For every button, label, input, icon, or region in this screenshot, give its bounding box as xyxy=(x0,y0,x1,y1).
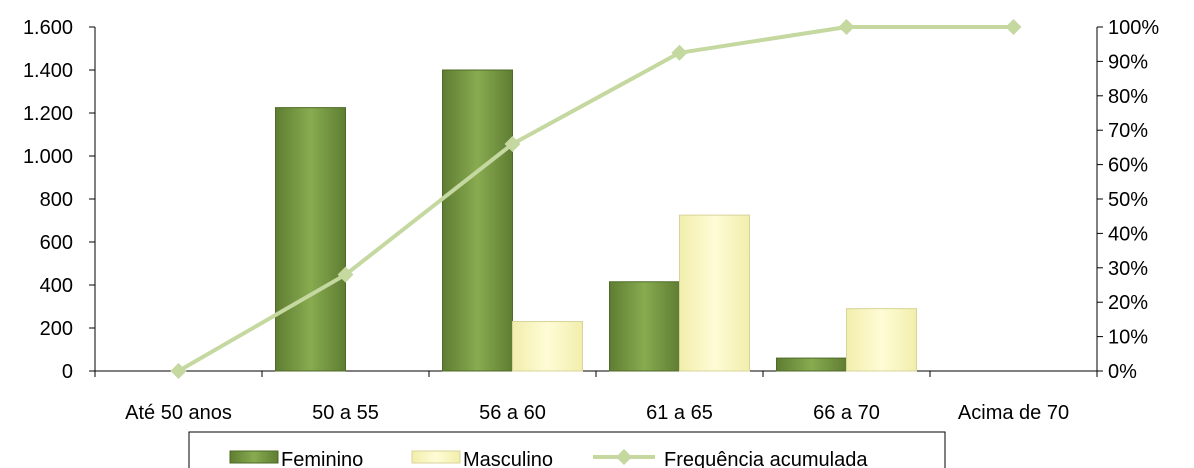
legend-label-masculino: Masculino xyxy=(463,449,553,468)
right-tick-label: 30% xyxy=(1108,258,1148,280)
right-tick-label: 100% xyxy=(1108,17,1159,39)
left-tick-label: 600 xyxy=(40,232,73,254)
right-tick-label: 20% xyxy=(1108,292,1148,314)
legend-box xyxy=(188,431,946,468)
right-tick-label: 10% xyxy=(1108,327,1148,349)
right-tick-label: 90% xyxy=(1108,51,1148,73)
bar-masculino xyxy=(679,214,750,372)
left-tick-label: 1.600 xyxy=(23,17,73,39)
line-point-diamond xyxy=(170,363,187,379)
line-point-diamond xyxy=(838,19,855,35)
bar-feminino xyxy=(609,281,680,372)
x-tick-label: 66 a 70 xyxy=(813,402,880,424)
axes xyxy=(89,26,1103,377)
right-tick-label: 0% xyxy=(1108,361,1137,383)
legend-swatch-feminino xyxy=(229,450,279,464)
x-tick-label: Acima de 70 xyxy=(958,402,1069,424)
tick-labels: 0 200 400 600 800 1.000 1.200 1.400 1.600 0% 10% 20… xyxy=(23,17,1159,424)
right-tick-label: 50% xyxy=(1108,189,1148,211)
left-tick-label: 1.000 xyxy=(23,146,73,168)
x-tick-label: 61 a 65 xyxy=(646,402,713,424)
bar-feminino xyxy=(275,107,346,372)
right-tick-label: 60% xyxy=(1108,155,1148,177)
left-tick-label: 400 xyxy=(40,275,73,297)
left-tick-label: 1.400 xyxy=(23,60,73,82)
right-tick-label: 80% xyxy=(1108,86,1148,108)
x-tick-label: 50 a 55 xyxy=(312,402,379,424)
left-tick-label: 1.200 xyxy=(23,103,73,125)
left-tick-label: 200 xyxy=(40,318,73,340)
legend-label-frequencia: Frequência acumulada xyxy=(664,449,868,468)
x-tick-label: Até 50 anos xyxy=(125,402,232,424)
x-tick-label: 56 a 60 xyxy=(479,402,546,424)
left-tick-label: 0 xyxy=(62,361,73,383)
line-point-diamond xyxy=(504,135,521,152)
cumulative-line xyxy=(170,19,1022,379)
bar-masculino xyxy=(846,308,917,372)
right-tick-label: 40% xyxy=(1108,223,1148,245)
legend-label-feminino: Feminino xyxy=(281,449,363,468)
bar-feminino xyxy=(776,357,847,372)
left-tick-label: 800 xyxy=(40,189,73,211)
legend: Feminino Masculino Frequência acumulada xyxy=(188,431,946,468)
bars xyxy=(275,69,917,372)
bar-masculino xyxy=(512,321,583,372)
cumulative-line-path xyxy=(177,25,1014,373)
legend-diamond-icon xyxy=(616,449,632,465)
line-point-diamond xyxy=(1005,19,1022,35)
line-point-diamond xyxy=(671,44,688,61)
bar-feminino xyxy=(442,69,513,372)
right-tick-label: 70% xyxy=(1108,120,1148,142)
line-point-diamond xyxy=(337,266,354,283)
legend-swatch-masculino xyxy=(411,450,461,464)
